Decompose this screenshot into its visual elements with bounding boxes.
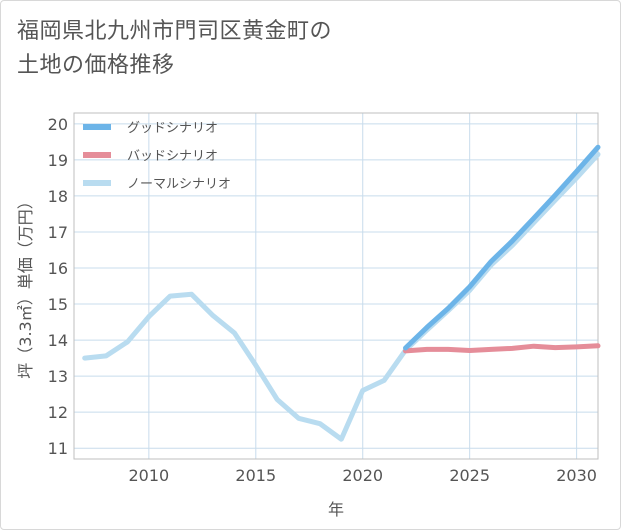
y-tick-label: 13 [48,367,68,386]
chart-title-line1: 福岡県北九州市門司区黄金町の [17,19,333,44]
y-tick-label: 12 [48,403,68,422]
x-tick-label: 2015 [235,466,276,485]
x-tick-label: 2030 [556,466,597,485]
y-tick-label: 11 [48,439,68,458]
y-tick-label: 15 [48,295,68,314]
x-tick-label: 2010 [128,466,169,485]
series-line-2 [82,151,601,442]
legend-label: グッドシナリオ [127,121,218,136]
y-tick-label: 20 [48,115,68,134]
series-line-0 [403,144,601,351]
axes: 11 12 13 14 15 16 17 18 19 20 2010 2015 2020 2025 2030… [16,115,597,519]
y-tick-label: 18 [48,187,68,206]
grid [74,113,598,459]
series-line-1 [403,343,601,354]
y-tick-label: 17 [48,223,68,242]
y-axis-title: 坪（3.3㎡）単価（万円） [16,193,35,378]
legend-label: ノーマルシナリオ [127,177,231,192]
x-tick-label: 2020 [342,466,383,485]
y-tick-label: 19 [48,151,68,170]
legend-label: バッドシナリオ [127,149,218,164]
chart-title: 福岡県北九州市門司区黄金町の 土地の価格推移 [17,15,577,83]
plot-frame [73,112,599,460]
chart-title-line2: 土地の価格推移 [17,53,175,78]
x-axis-title: 年 [328,500,344,519]
y-tick-label: 14 [48,331,68,350]
y-tick-label: 16 [48,259,68,278]
x-tick-label: 2025 [449,466,490,485]
series-group [82,144,601,442]
